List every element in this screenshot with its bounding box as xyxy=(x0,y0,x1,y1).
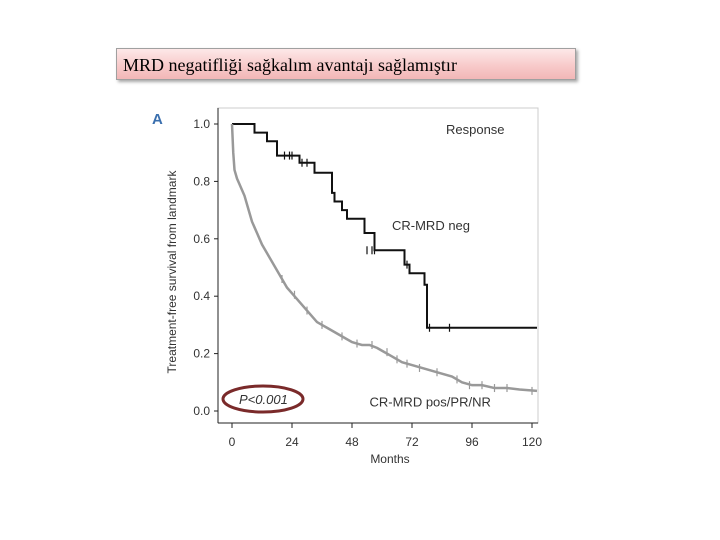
x-tick-label: 120 xyxy=(522,435,542,449)
series-line-cr-mrd-neg xyxy=(232,123,537,329)
y-axis-title: Treatment-free survival from landmark xyxy=(165,170,179,374)
series-line-cr-mrd-pos xyxy=(230,123,538,393)
y-tick-label: 0.2 xyxy=(193,347,210,361)
p-value-highlight-circle xyxy=(221,384,305,414)
x-tick-label: 96 xyxy=(465,435,479,449)
panel-label: A xyxy=(152,111,163,128)
series-annotation: CR-MRD neg xyxy=(392,218,470,233)
y-tick-label: 0.4 xyxy=(193,289,210,303)
x-ticks: 0 24 48 72 96 120 xyxy=(229,423,542,449)
legend-title: Response xyxy=(446,122,505,137)
series-annotation: CR-MRD pos/PR/NR xyxy=(370,395,491,410)
x-tick-label: 48 xyxy=(345,435,359,449)
annotation-layer: CR-MRD neg CR-MRD pos/PR/NR xyxy=(370,218,491,410)
y-tick-label: 1.0 xyxy=(193,117,210,131)
survival-chart: A 0.0 0.2 0.4 0.6 0.8 1.0 0 24 48 72 96 120 Treatm… xyxy=(152,107,542,466)
x-tick-label: 72 xyxy=(405,435,419,449)
x-tick-label: 0 xyxy=(229,435,236,449)
plot-frame xyxy=(217,107,539,424)
series-layer xyxy=(230,123,538,395)
slide-title-box: MRD negatifliği sağkalım avantajı sağlam… xyxy=(116,48,576,80)
y-tick-label: 0.6 xyxy=(193,232,210,246)
y-tick-label: 0.8 xyxy=(193,174,210,188)
x-tick-label: 24 xyxy=(285,435,299,449)
x-axis-title: Months xyxy=(370,452,409,466)
p-value-label: P<0.001 xyxy=(239,392,288,407)
y-ticks: 0.0 0.2 0.4 0.6 0.8 1.0 xyxy=(193,117,218,418)
slide-title: MRD negatifliği sağkalım avantajı sağlam… xyxy=(123,55,457,75)
y-tick-label: 0.0 xyxy=(193,404,210,418)
